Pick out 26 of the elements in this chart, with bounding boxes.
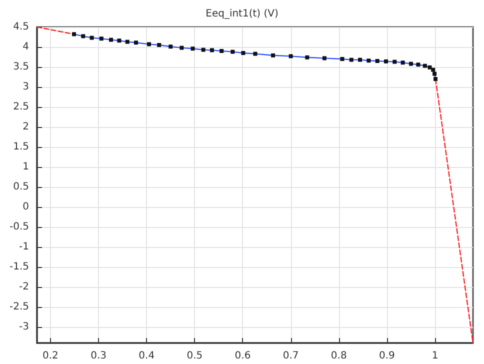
y-tick-label: 1.5 [13, 142, 29, 152]
y-tick-label: -1.5 [9, 262, 29, 272]
x-tick-label: 0.5 [186, 350, 203, 362]
x-tick-label: 0.6 [234, 350, 251, 362]
y-tick-label: 1 [22, 162, 29, 172]
y-tick-label: -0.5 [9, 222, 29, 232]
y-tick-label: 0.5 [13, 182, 29, 192]
y-tick-label: 0 [22, 202, 29, 212]
x-tick-label: 0.2 [42, 350, 58, 362]
y-tick-label: -2 [19, 282, 29, 292]
x-tick-label: 0.7 [282, 350, 299, 362]
x-tick-label: 0.8 [330, 350, 347, 362]
y-tick-label: 4.5 [13, 22, 29, 32]
x-tick-label: 0.3 [90, 350, 106, 362]
y-tick-label: -2.5 [9, 302, 29, 312]
y-tick-label: -1 [19, 242, 29, 252]
y-tick-label: 4 [22, 42, 29, 52]
x-tick-label: 1 [432, 350, 438, 362]
x-tick-label: 0.9 [379, 350, 395, 362]
y-tick-label: 3.5 [13, 62, 29, 72]
y-tick-label: 2 [22, 122, 29, 132]
y-tick-label: 3 [22, 82, 29, 92]
y-tick-label: -3 [19, 322, 29, 332]
chart-title: Eeq_int1(t) (V) [206, 8, 278, 20]
x-tick-label: 0.4 [138, 350, 155, 362]
y-tick-label: 2.5 [13, 102, 29, 112]
